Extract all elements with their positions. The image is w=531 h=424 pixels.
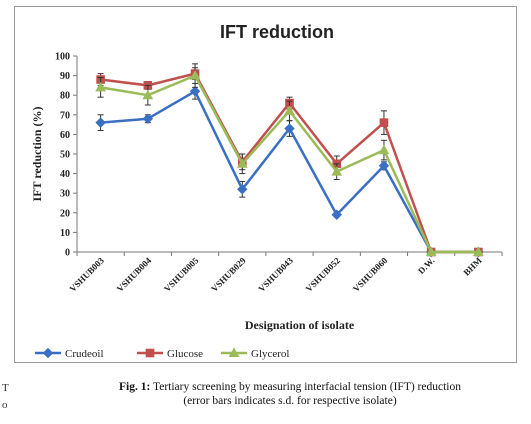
point-glycerol-0: [95, 81, 106, 92]
y-tick-label-3: 30: [60, 189, 70, 200]
point-glycerol-2: [189, 70, 201, 80]
x-tick-label-0: VSHUB003: [67, 255, 106, 294]
point-crudeoil-6: [378, 160, 390, 171]
legend-label-glycerol: Glycerol: [251, 348, 289, 360]
y-tick-label-4: 40: [60, 169, 70, 180]
point-crudeoil-1: [142, 113, 154, 124]
chart-title: IFT reduction: [220, 22, 334, 42]
point-glycerol-4: [284, 105, 295, 115]
point-glycerol-8: [473, 246, 484, 256]
point-glucose-6: [379, 118, 389, 127]
point-crudeoil-3: [237, 184, 248, 195]
chart-svg: IFT reduction 0 10 20 30 40 50 60 70 80 90 100 VSHUB…: [30, 22, 503, 360]
side-text-2: o: [2, 399, 8, 411]
y-tick-label-0: 0: [65, 248, 70, 259]
legend-label-crudeoil: Crudeoil: [65, 348, 104, 360]
x-tick-label-1: VSHUB004: [115, 255, 154, 294]
y-tick-label-10: 100: [55, 52, 70, 63]
y-axis-label: IFT reduction (%): [30, 107, 44, 202]
side-text-1: T: [2, 382, 9, 394]
point-glycerol-7: [425, 246, 437, 256]
y-tick-label-8: 80: [60, 91, 70, 102]
y-tick-label-9: 90: [60, 71, 70, 82]
legend-marker-glycerol: [228, 347, 240, 357]
x-tick-label-7: D.W.: [416, 255, 437, 276]
point-glycerol-6: [378, 144, 390, 155]
point-crudeoil-5: [331, 209, 342, 220]
x-tick-label-3: VSHUB029: [209, 255, 248, 294]
legend-label-glucose: Glucose: [167, 348, 203, 360]
x-tick-label-6: VSHUB060: [351, 255, 390, 294]
chart-frame: IFT reduction 0 10 20 30 40 50 60 70 80 90 100 VSHUB…: [14, 6, 517, 363]
x-tick-label-4: VSHUB043: [256, 255, 295, 294]
y-tick-label-2: 20: [60, 208, 70, 219]
caption-label: Fig. 1:: [119, 381, 151, 393]
point-crudeoil-4: [284, 123, 295, 134]
y-tick-label-5: 50: [60, 150, 70, 161]
y-tick-label-1: 10: [60, 228, 70, 239]
point-glycerol-1: [142, 89, 154, 100]
x-tick-label-2: VSHUB005: [162, 255, 201, 294]
point-glycerol-5: [331, 166, 343, 176]
x-tick-label-5: VSHUB052: [304, 255, 343, 294]
point-glycerol-3: [236, 158, 248, 168]
legend-marker-crudeoil: [42, 347, 54, 359]
figure-caption: Fig. 1: Tertiary screening by measuring …: [60, 380, 520, 408]
legend-marker-glucose: [145, 348, 155, 358]
point-crudeoil-0: [95, 117, 106, 128]
y-tick-label-7: 70: [60, 110, 70, 121]
point-crudeoil-2: [189, 86, 201, 97]
y-tick-label-6: 60: [60, 130, 70, 141]
caption-line2: (error bars indicates s.d. for respectiv…: [183, 395, 397, 407]
x-axis-label: Designation of isolate: [245, 318, 355, 332]
caption-line1: Tertiary screening by measuring interfac…: [153, 381, 461, 393]
x-tick-label-8: BHM: [462, 255, 485, 278]
